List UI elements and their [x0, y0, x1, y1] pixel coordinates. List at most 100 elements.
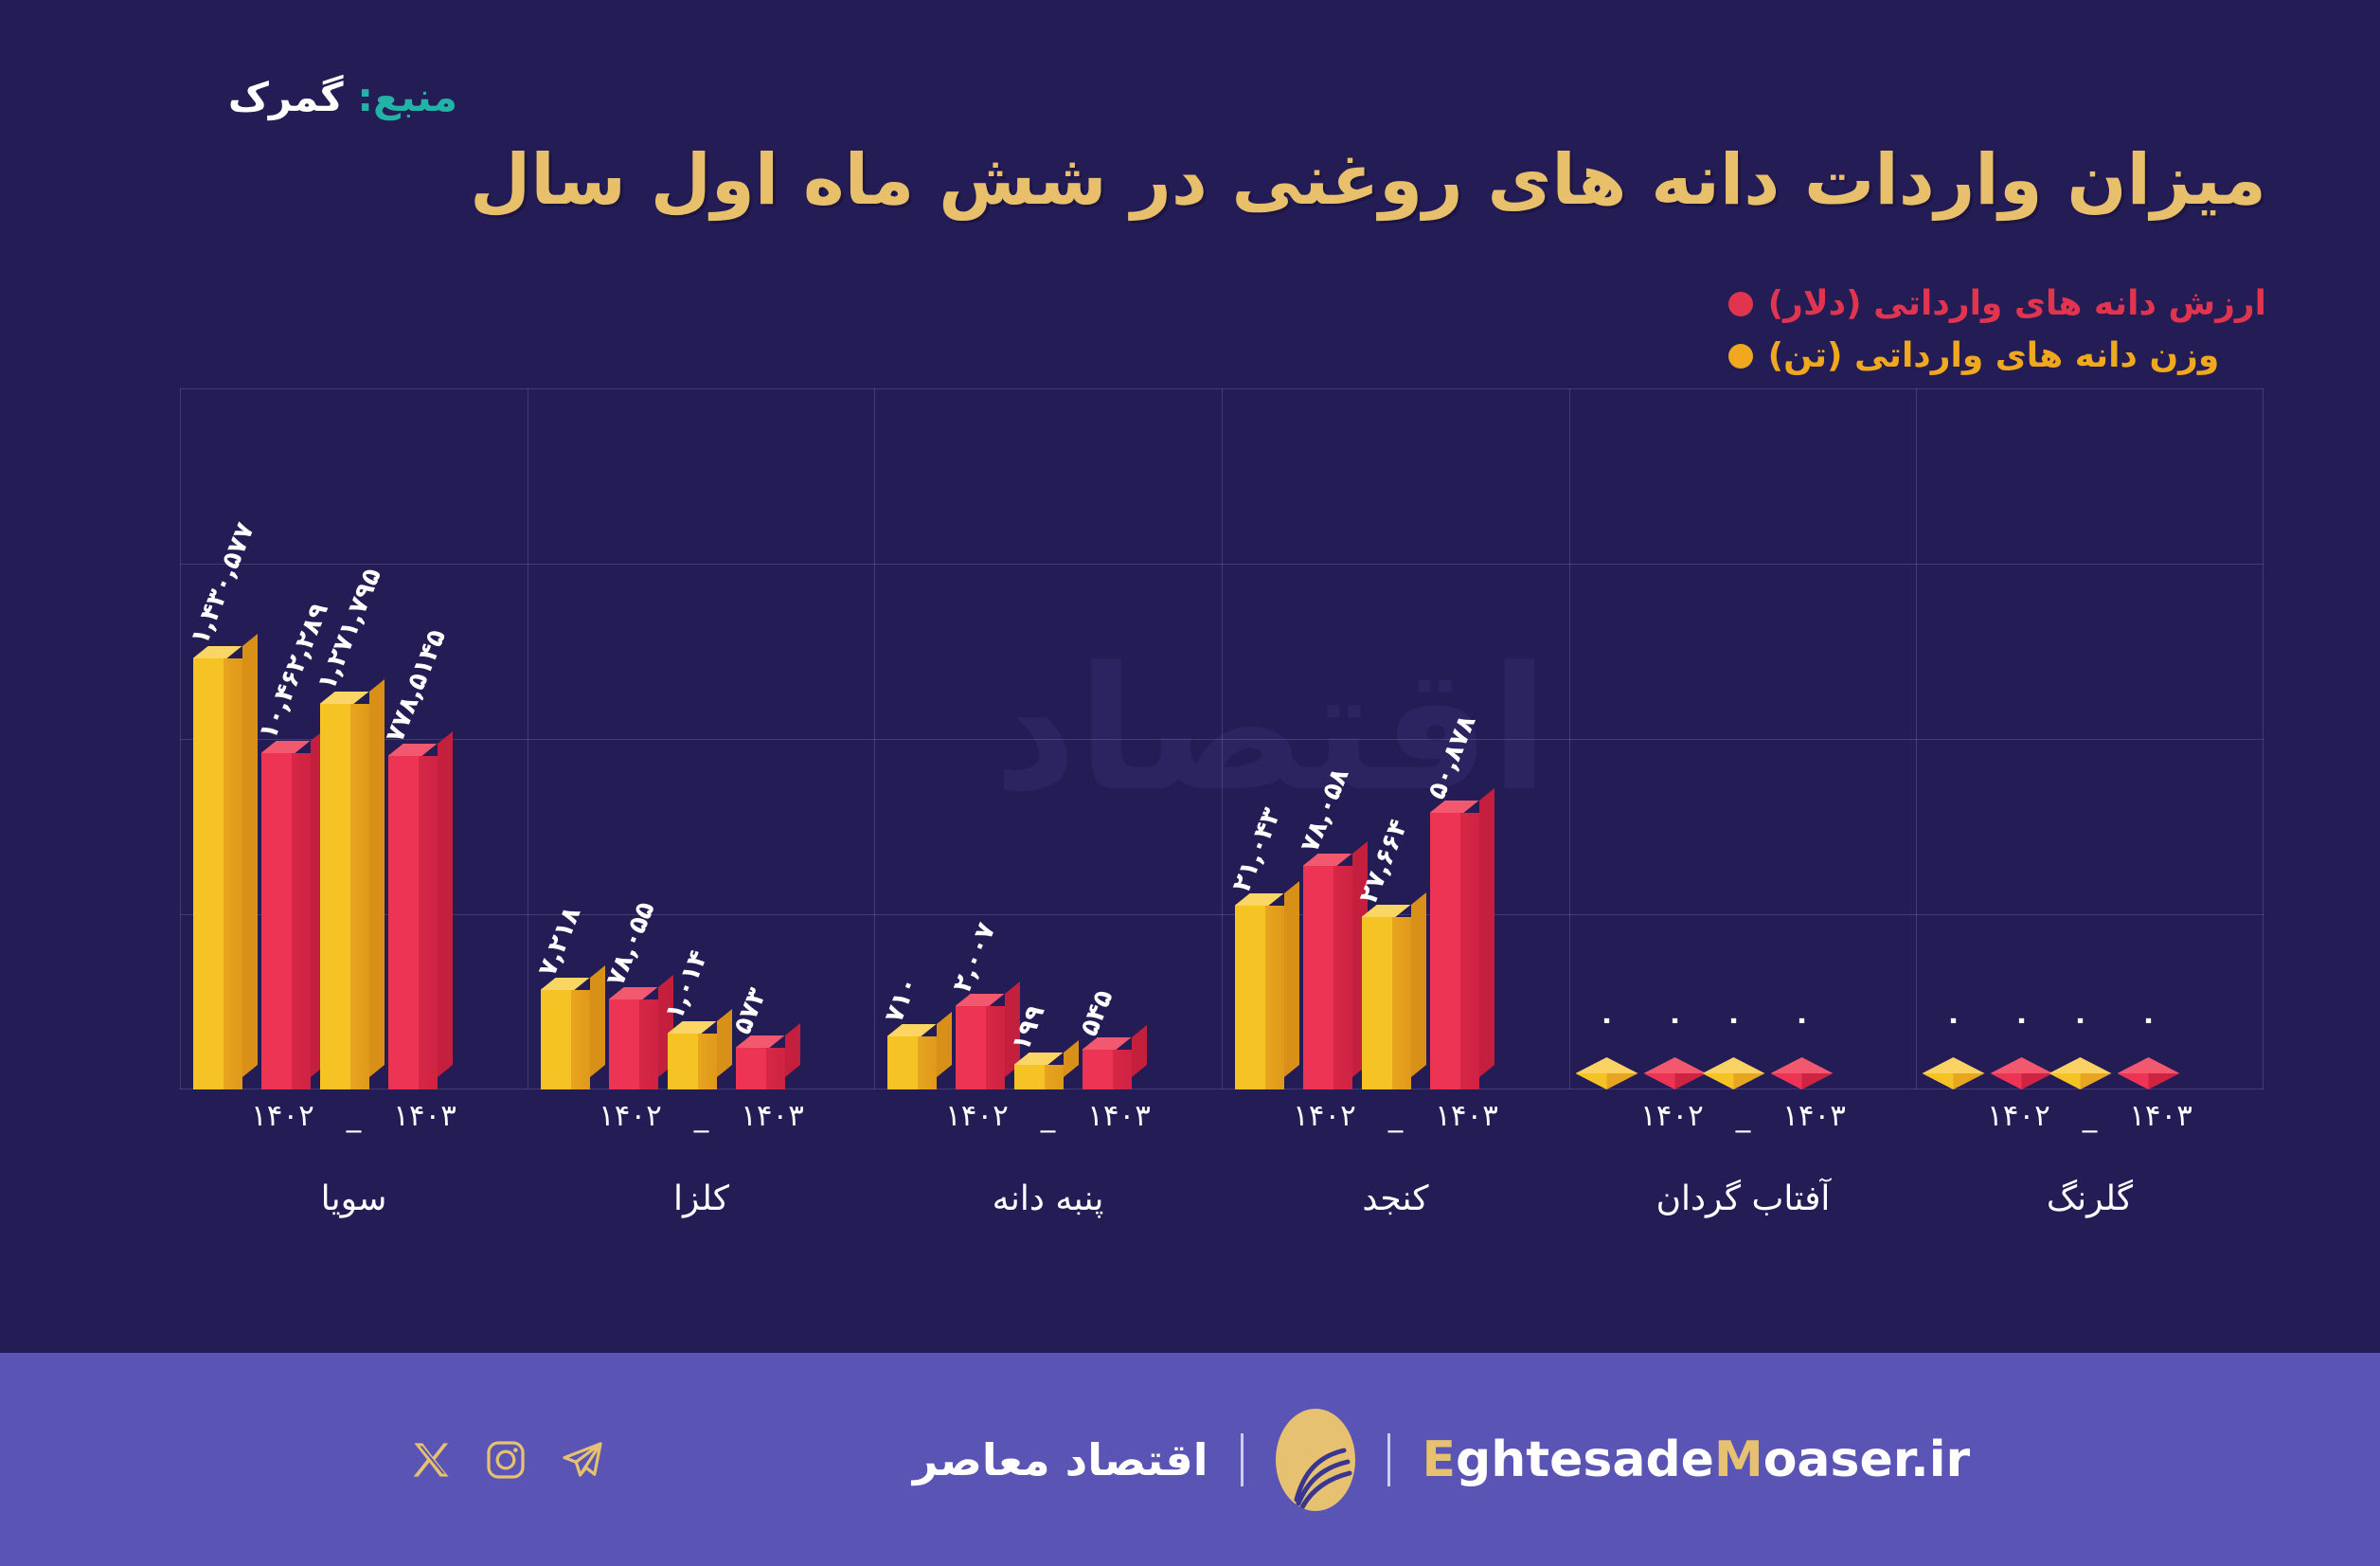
bar-front-face [1429, 813, 1479, 1089]
year-label-1403: ۱۴۰۳ [1435, 1099, 1498, 1133]
bar-weight-canola-1403[interactable]: ۱,۰۱۴ [659, 946, 732, 1089]
bar-label: ۷۸,۰۵۵ [599, 897, 661, 990]
bar-value-sesame-1403[interactable]: ۵۰,۸۷۸ [1422, 711, 1494, 1089]
bar-side-face [2049, 1073, 2081, 1089]
year-label-1403: ۱۴۰۳ [1087, 1099, 1151, 1133]
bar-group-soy: ۱,۴۳۰,۵۷۷ ۱۰,۴۶۲,۲۸۹ ۱,۲۷۱,۷۹۵ [180, 518, 528, 1089]
year-label-1402: ۱۴۰۲ [945, 1099, 1009, 1133]
bar-weight-sesame-1403[interactable]: ۲۷,۶۶۴ [1353, 815, 1426, 1089]
bar-weight-sesame-1402[interactable]: ۲۱,۰۴۳ [1226, 803, 1299, 1089]
bar-label: ۲,۰۰۷ [946, 918, 1002, 997]
year-separator: _ [1735, 1099, 1751, 1133]
bar-label: ۵۷۳ [726, 983, 773, 1038]
website-url[interactable]: EghtesadeMoaser.ir [1423, 1431, 1971, 1488]
bar-label: ۰ [1944, 1003, 1962, 1036]
bar-pair-1403: ۱,۲۷۱,۷۹۵ ۷۷۸,۵۱۴۵ [312, 564, 453, 1089]
x-axis-category-labels: سویا کلزا پنبه دانه کنجد آفتاب گردان گلر… [180, 1179, 2264, 1246]
gridline-vertical [1916, 388, 1917, 1089]
gridline-horizontal [180, 739, 2264, 740]
bar-weight-sunflower-1403[interactable]: ۰ [1702, 1003, 1765, 1089]
bar-value-cottonseed-1403[interactable]: ۵۴۵ [1074, 986, 1147, 1089]
bar-weight-cottonseed-1403[interactable]: ۱۹۹ [1006, 1001, 1079, 1089]
category-label-cottonseed: پنبه دانه [992, 1179, 1104, 1218]
bar-pair-1402: ۷,۲۱۸ ۷۸,۰۵۵ [532, 897, 673, 1089]
year-pair-sesame: ۱۴۰۲ _ ۱۴۰۳ [1222, 1099, 1569, 1133]
bar-front-face [886, 1036, 937, 1089]
bar-label: ۰ [2139, 1003, 2157, 1036]
bar-label: ۰ [1598, 1003, 1616, 1036]
legend-label-value: ارزش دانه های وارداتی (دلار) [1767, 284, 2266, 323]
bar-value-sunflower-1402[interactable]: ۰ [1643, 1003, 1707, 1089]
bar-value-sunflower-1403[interactable]: ۰ [1770, 1003, 1834, 1089]
bar-side-face [1063, 1040, 1079, 1077]
bar-pair-1403: ۰ ۰ [2049, 1003, 2180, 1089]
gridline-horizontal [180, 564, 2264, 565]
bar-value-cottonseed-1402[interactable]: ۲,۰۰۷ [947, 919, 1020, 1089]
bar-side-face [1702, 1073, 1734, 1089]
bar-weight-canola-1402[interactable]: ۷,۲۱۸ [532, 903, 605, 1089]
legend-dot-weight-icon [1727, 343, 1753, 369]
gridline-vertical [1569, 388, 1570, 1089]
year-label-1403: ۱۴۰۳ [1782, 1099, 1846, 1133]
bar-group-safflower: ۰ ۰ ۰ [1916, 1003, 2264, 1089]
bar-weight-sunflower-1402[interactable]: ۰ [1575, 1003, 1638, 1089]
year-separator: _ [346, 1099, 362, 1133]
bar-front-face [608, 999, 658, 1089]
bar-side-face [1643, 1073, 1675, 1089]
category-label-canola: کلزا [673, 1179, 729, 1218]
bar-front-face [540, 990, 590, 1089]
bar-side-face [368, 679, 385, 1077]
bar-value-sesame-1402[interactable]: ۷۸,۰۵۸ [1295, 764, 1368, 1089]
bar-pair-1402: ۲۱,۰۴۳ ۷۸,۰۵۸ [1226, 764, 1368, 1089]
bar-weight-soy-1402[interactable]: ۱,۴۳۰,۵۷۷ [185, 518, 259, 1089]
x-twitter-icon[interactable] [410, 1439, 452, 1481]
bar-front-face [735, 1048, 785, 1089]
url-suffix: oaser.ir [1763, 1431, 1971, 1488]
url-initial-m: M [1713, 1431, 1763, 1488]
bar-side-face [589, 965, 605, 1077]
instagram-icon[interactable] [484, 1438, 528, 1482]
bar-weight-cottonseed-1402[interactable]: ۷۱۰ [879, 973, 952, 1089]
bar-pair-1402: ۱,۴۳۰,۵۷۷ ۱۰,۴۶۲,۲۸۹ [185, 518, 334, 1089]
telegram-icon[interactable] [560, 1437, 605, 1483]
bar-value-canola-1402[interactable]: ۷۸,۰۵۵ [600, 897, 673, 1089]
bar-value-canola-1403[interactable]: ۵۷۳ [727, 984, 800, 1089]
bar-side-face [1770, 1073, 1802, 1089]
footer-divider [1240, 1432, 1244, 1486]
bar-value-soy-1402[interactable]: ۱۰,۴۶۲,۲۸۹ [253, 599, 334, 1089]
bar-label: ۰ [1666, 1003, 1684, 1036]
legend-item-value[interactable]: ارزش دانه های وارداتی (دلار) [1727, 284, 2266, 323]
bar-weight-safflower-1402[interactable]: ۰ [1922, 1003, 1985, 1089]
bar-pair-1403: ۱۹۹ ۵۴۵ [1006, 986, 1147, 1089]
bar-front-face [387, 756, 438, 1089]
year-label-1403: ۱۴۰۳ [741, 1099, 804, 1133]
bar-weight-soy-1403[interactable]: ۱,۲۷۱,۷۹۵ [312, 564, 386, 1089]
bar-side-face [1410, 892, 1426, 1077]
legend-item-weight[interactable]: وزن دانه های وارداتی (تن) [1727, 336, 2219, 375]
year-pair-canola: ۱۴۰۲ _ ۱۴۰۳ [528, 1099, 875, 1133]
brand-name-fa: اقتصاد معاصر [912, 1433, 1208, 1485]
bar-top-face [2117, 1057, 2180, 1073]
bar-group-sunflower: ۰ ۰ ۰ [1569, 1003, 1917, 1089]
bar-side-face [784, 1023, 800, 1077]
bar-label: ۰ [1725, 1003, 1743, 1036]
bar-value-safflower-1403[interactable]: ۰ [2117, 1003, 2180, 1089]
page-title: میزان واردات دانه های روغنی در شش ماه او… [470, 139, 2267, 221]
bar-label: ۵۴۵ [1073, 985, 1119, 1040]
bar-group-cottonseed: ۷۱۰ ۲,۰۰۷ ۱۹۹ [874, 919, 1222, 1089]
category-label-safflower: گلرنگ [2046, 1179, 2134, 1218]
bar-side-face [1575, 1073, 1607, 1089]
bar-top-face [1922, 1057, 1985, 1073]
bar-top-face [1643, 1057, 1707, 1073]
bar-value-safflower-1402[interactable]: ۰ [1990, 1003, 2053, 1089]
category-label-soy: سویا [320, 1179, 387, 1218]
bar-weight-safflower-1403[interactable]: ۰ [2049, 1003, 2112, 1089]
year-label-1403: ۱۴۰۳ [393, 1099, 456, 1133]
year-label-1403: ۱۴۰۳ [2129, 1099, 2192, 1133]
bar-label: ۷۱۰ [878, 972, 924, 1027]
footer-divider [1387, 1432, 1390, 1486]
bar-label: ۵۰,۸۷۸ [1421, 711, 1482, 803]
year-pair-safflower: ۱۴۰۲ _ ۱۴۰۳ [1916, 1099, 2264, 1133]
bar-label: ۰ [2013, 1003, 2031, 1036]
bar-value-soy-1403[interactable]: ۷۷۸,۵۱۴۵ [380, 625, 453, 1089]
